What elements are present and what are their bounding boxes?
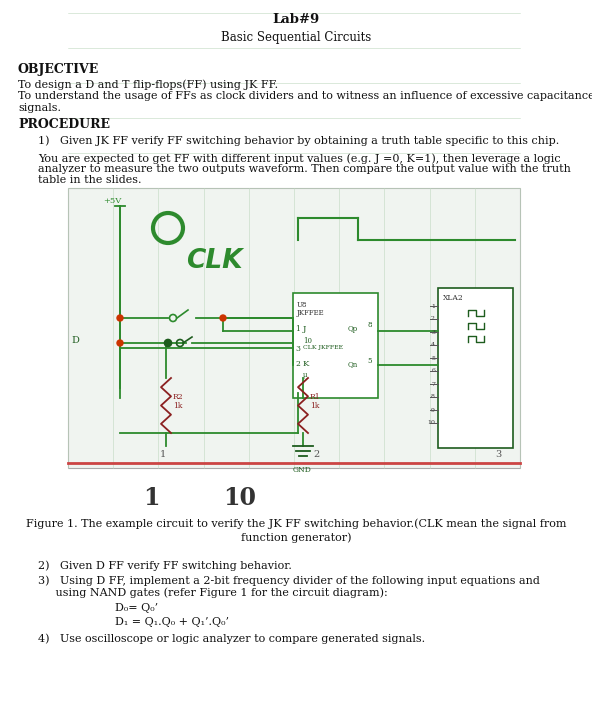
Text: Basic Sequential Circuits: Basic Sequential Circuits: [221, 31, 371, 44]
Text: 5: 5: [368, 357, 372, 365]
Text: 1k: 1k: [173, 402, 182, 410]
Text: 10: 10: [303, 337, 312, 345]
Text: Lab#9: Lab#9: [272, 13, 320, 26]
Text: PROCEDURE: PROCEDURE: [18, 118, 110, 131]
Text: 8: 8: [368, 321, 372, 329]
Text: R2: R2: [173, 393, 184, 401]
Text: J: J: [303, 325, 307, 333]
Text: 6: 6: [431, 369, 435, 374]
Text: signals.: signals.: [18, 103, 61, 113]
Text: 1k: 1k: [310, 402, 319, 410]
Text: 5: 5: [431, 355, 435, 360]
Text: To understand the usage of FFs as clock dividers and to witness an influence of : To understand the usage of FFs as clock …: [18, 91, 592, 101]
Circle shape: [117, 340, 123, 346]
Text: XLA2: XLA2: [443, 294, 464, 302]
Circle shape: [220, 315, 226, 321]
Text: Qn: Qn: [348, 360, 358, 368]
Text: To design a D and T flip-flops(FF) using JK FF.: To design a D and T flip-flops(FF) using…: [18, 79, 278, 89]
Circle shape: [165, 340, 172, 347]
Text: Qp: Qp: [348, 325, 358, 333]
Text: 1: 1: [143, 486, 159, 510]
Text: 3: 3: [495, 450, 501, 459]
Bar: [68, 188, 520, 468]
Text: 9: 9: [431, 408, 435, 413]
Text: Figure 1. The example circuit to verify the JK FF switching behavior.(CLK mean t: Figure 1. The example circuit to verify …: [25, 518, 567, 529]
Text: 8: 8: [431, 394, 435, 399]
Bar: [293, 293, 378, 398]
Text: table in the slides.: table in the slides.: [38, 175, 141, 185]
Text: using NAND gates (refer Figure 1 for the circuit diagram):: using NAND gates (refer Figure 1 for the…: [38, 587, 388, 598]
Text: 1: 1: [431, 303, 435, 308]
Text: +5V: +5V: [103, 197, 121, 205]
Text: CLK: CLK: [186, 248, 243, 274]
Text: 2: 2: [295, 360, 300, 368]
Text: OBJECTIVE: OBJECTIVE: [18, 63, 99, 76]
Text: μ: μ: [303, 371, 307, 379]
Bar: [438, 288, 513, 448]
Circle shape: [117, 315, 123, 321]
Text: 1: 1: [295, 325, 300, 333]
Text: D₀= Q₀’: D₀= Q₀’: [115, 603, 158, 613]
Text: GND: GND: [293, 466, 312, 474]
Text: D₁ = Q₁.Q₀ + Q₁’.Q₀’: D₁ = Q₁.Q₀ + Q₁’.Q₀’: [115, 617, 229, 627]
Text: 1)   Given JK FF verify FF switching behavior by obtaining a truth table specifi: 1) Given JK FF verify FF switching behav…: [38, 135, 559, 145]
Text: 4: 4: [431, 342, 435, 347]
Text: K: K: [303, 360, 310, 368]
Text: R1: R1: [310, 393, 321, 401]
Text: You are expected to get FF with different input values (e.g. J =0, K=1), then le: You are expected to get FF with differen…: [38, 153, 561, 164]
Text: 10: 10: [223, 486, 256, 510]
Text: 2: 2: [313, 450, 319, 459]
Text: 3: 3: [431, 330, 435, 335]
Text: 10: 10: [427, 420, 435, 425]
Text: 2: 2: [431, 316, 435, 321]
Text: D: D: [71, 336, 79, 345]
Text: 1: 1: [160, 450, 166, 459]
Text: U8: U8: [297, 301, 307, 309]
Text: function generator): function generator): [241, 532, 351, 542]
Text: 7: 7: [431, 381, 435, 386]
Text: 3)   Using D FF, implement a 2-bit frequency divider of the following input equa: 3) Using D FF, implement a 2-bit frequen…: [38, 575, 540, 586]
Text: 4)   Use oscilloscope or logic analyzer to compare generated signals.: 4) Use oscilloscope or logic analyzer to…: [38, 633, 425, 644]
Text: CLK JKFFEE: CLK JKFFEE: [303, 345, 343, 350]
Text: 2)   Given D FF verify FF switching behavior.: 2) Given D FF verify FF switching behavi…: [38, 560, 292, 571]
Text: 3: 3: [295, 345, 300, 353]
Text: analyzer to measure the two outputs waveform. Then compare the output value with: analyzer to measure the two outputs wave…: [38, 164, 571, 174]
Text: JKFFEE: JKFFEE: [297, 309, 324, 317]
